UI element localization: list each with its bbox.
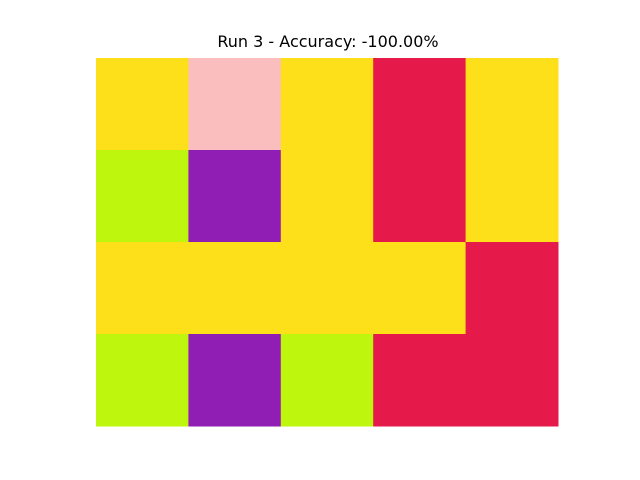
heatmap-cell-r1-c3 [373,150,467,243]
heatmap-cell-r0-c0 [96,58,189,151]
heatmap-cell-r3-c0 [96,334,189,427]
heatmap-cell-r1-c2 [280,150,374,243]
heatmap-cell-r2-c2 [280,242,374,335]
heatmap-cell-r3-c3 [373,334,467,427]
heatmap-cell-r2-c0 [96,242,189,335]
heatmap-cell-r0-c4 [465,58,559,151]
heatmap-cell-r1-c1 [188,150,282,243]
heatmap-cell-r0-c2 [280,58,374,151]
heatmap-cell-r3-c1 [188,334,282,427]
heatmap-cell-r2-c4 [465,242,559,335]
heatmap-cells [96,58,559,427]
heatmap-cell-r1-c4 [465,150,559,243]
heatmap-cell-r2-c3 [373,242,467,335]
heatmap-cell-r2-c1 [188,242,282,335]
heatmap-cell-r3-c2 [280,334,374,427]
heatmap-cell-r3-c4 [465,334,559,427]
heatmap-cell-r1-c0 [96,150,189,243]
heatmap-cell-r0-c3 [373,58,467,151]
chart-title: Run 3 - Accuracy: -100.00% [217,32,439,51]
heatmap-cell-r0-c1 [188,58,282,151]
